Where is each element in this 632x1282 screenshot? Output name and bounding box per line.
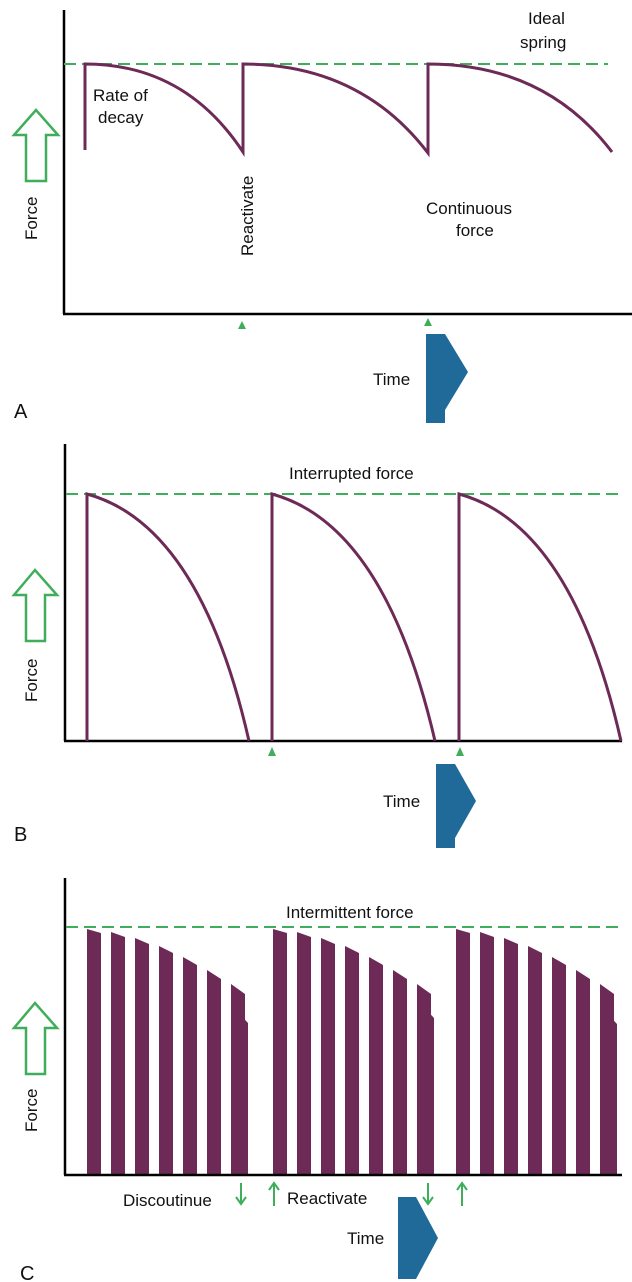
intermittent-force-bar [183,957,197,1175]
reactivate-marker-icon [268,1181,280,1206]
panel-a-continuous-curve [83,62,614,158]
panel-c-reactivate-label: Reactivate [287,1189,367,1208]
up-arrow-outline-icon [11,1001,60,1076]
panel-a-y-label: Force [22,197,41,240]
reactivate-marker-icon [238,321,246,329]
intermittent-force-bar [273,929,287,1175]
intermittent-force-bar [159,946,173,1175]
panel-a-decay-label: decay [98,108,144,127]
intermittent-force-bar [552,957,566,1175]
panel-a-force-label: force [456,221,494,240]
reactivate-marker-icon [456,1181,468,1206]
panel-b-y-label: Force [22,659,41,702]
panel-c-time-label: Time [347,1229,384,1248]
panel-a-reactivate-label: Reactivate [238,176,257,256]
panel-c-bars [87,929,617,1175]
panel-c-y-label: Force [22,1089,41,1132]
intermittent-force-bar [421,1004,434,1175]
panel-a-ideal-label: Ideal [528,9,565,28]
discontinue-marker-icon [235,1183,247,1206]
intermittent-force-bar [393,970,407,1175]
reactivate-marker-icon [456,747,464,756]
panel-a-rate-label: Rate of [93,86,148,105]
intermittent-force-bar [321,938,335,1175]
panel-b-time-label: Time [383,792,420,811]
intermittent-force-bar [87,929,101,1175]
intermittent-force-bar [528,946,542,1175]
intermittent-force-bar [456,929,470,1175]
panel-a-spring-label: spring [520,33,566,52]
intermittent-force-bar [369,957,383,1175]
panel-b-letter: B [14,824,27,846]
intermittent-force-bar [207,970,221,1175]
right-chevron-arrow-icon [398,1197,438,1279]
intermittent-force-bar [576,970,590,1175]
panel-a-continuous-label: Continuous [426,199,512,218]
intermittent-force-bar [504,938,518,1175]
right-chevron-arrow-icon [436,764,476,848]
panel-c-letter: C [20,1263,34,1282]
discontinue-marker-icon [422,1183,434,1206]
intermittent-force-bar [111,932,125,1175]
up-arrow-outline-icon [11,108,61,183]
intermittent-force-bar [235,1009,248,1175]
intermittent-force-bar [297,932,311,1175]
reactivate-marker-icon [268,747,276,756]
intermittent-force-bar [604,1010,617,1175]
panel-c-title: Intermittent force [286,903,414,922]
up-arrow-outline-icon [11,568,60,643]
intermittent-force-bar [135,938,149,1175]
panel-b-title: Interrupted force [289,464,414,483]
panel-b-interrupted-curve [85,492,623,742]
panel-a-time-label: Time [373,370,410,389]
panel-a: Force Ideal spring Rate of decay Reactiv… [11,9,632,423]
panel-c-discontinue-label: Discoutinue [123,1191,212,1210]
intermittent-force-bar [345,946,359,1175]
panel-c: Intermittent force Force Discoutinue Rea… [11,878,622,1282]
reactivate-marker-icon [424,318,432,326]
panel-b: Force Interrupted force Time B [11,444,623,848]
right-chevron-arrow-icon [426,334,468,423]
intermittent-force-bar [480,932,494,1175]
panel-a-letter: A [14,401,28,423]
